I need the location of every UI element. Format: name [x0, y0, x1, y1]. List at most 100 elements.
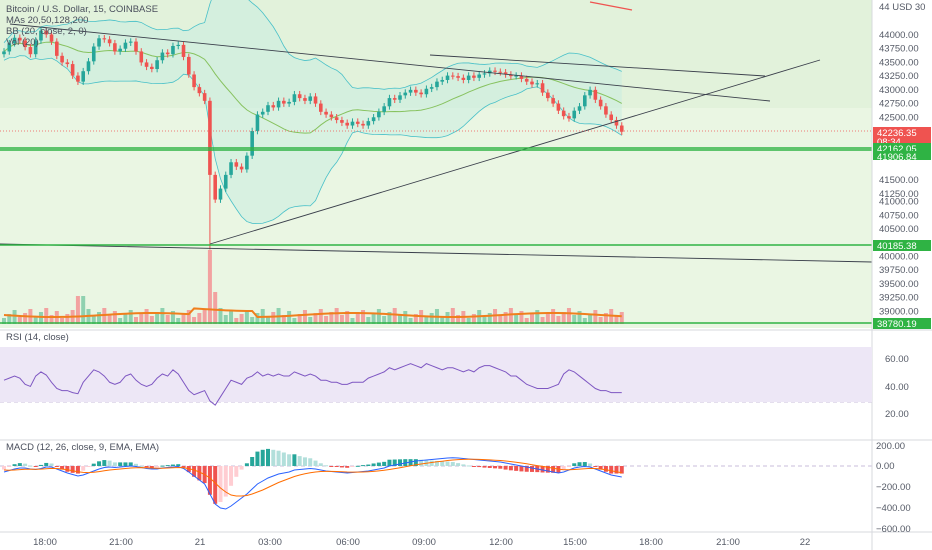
volume-bar	[503, 312, 508, 324]
candle-body	[588, 89, 592, 96]
macd-histogram-bar	[392, 459, 397, 466]
legend-title: Bitcoin / U.S. Dollar, 15, COINBASE	[6, 4, 158, 15]
time-axis[interactable]: 18:00 21:00 21 03:00 06:00 09:00 12:00 15:00 18:…	[33, 537, 810, 548]
candle-body	[561, 110, 566, 117]
candle-body	[165, 52, 170, 55]
candle-body	[39, 30, 43, 41]
candle-body	[414, 89, 418, 93]
candle-body	[150, 66, 154, 70]
candle-body	[139, 51, 144, 63]
candle-body	[435, 81, 439, 88]
macd-histogram-bar	[102, 460, 107, 466]
time-tick-label: 18:00	[639, 537, 663, 548]
candle-body	[234, 162, 239, 167]
macd-histogram-bar	[334, 466, 339, 467]
volume-bar	[292, 318, 297, 324]
macd-histogram-bar	[123, 462, 128, 466]
candle-body	[12, 37, 17, 44]
legend-bb: BB (20, close, 2, 0)	[6, 26, 87, 37]
macd-histogram-bar	[387, 459, 392, 466]
macd-histogram-bar	[107, 460, 112, 466]
candle-body	[245, 155, 249, 170]
volume-bar	[38, 312, 43, 324]
volume-bar	[361, 310, 366, 324]
candle-body	[123, 42, 128, 49]
macd-histogram-bar	[366, 464, 371, 466]
candle-body	[18, 37, 22, 41]
rsi-line	[3, 363, 622, 406]
macd-histogram-bar	[7, 466, 12, 467]
macd-histogram-bar	[588, 463, 593, 466]
volume-bar	[582, 318, 587, 324]
volume-bar	[33, 316, 38, 324]
candle-body	[577, 106, 582, 111]
volume-bar	[176, 318, 181, 324]
macd-histogram-bar	[134, 463, 138, 466]
candle-body	[382, 106, 386, 112]
candle-body	[86, 61, 91, 72]
volume-bar	[376, 309, 381, 324]
trend-lines	[0, 1, 873, 263]
volume-bar	[297, 314, 302, 324]
macd-histogram-bar	[128, 462, 133, 466]
candle-body	[49, 34, 54, 42]
volume-bar	[424, 317, 429, 324]
macd-histogram-bar	[86, 466, 91, 467]
time-tick-label: 22	[800, 537, 811, 548]
candle-body	[271, 105, 276, 108]
candle-body	[493, 70, 497, 72]
level4-tag-text: 38780.19	[877, 319, 917, 330]
candle-body	[461, 77, 466, 80]
volume-bar	[445, 312, 450, 324]
candle-body	[530, 81, 534, 85]
volume-bar	[403, 311, 408, 324]
level3-tag-bg	[873, 240, 931, 251]
macd-histogram-bar	[419, 459, 424, 466]
volume-bar	[102, 308, 107, 324]
volume-bar	[456, 315, 461, 324]
macd-tick-label: −200.00	[876, 482, 911, 493]
candle-body	[524, 78, 529, 82]
candle-body	[202, 93, 207, 101]
volume-bar	[197, 313, 202, 324]
candle-body	[60, 55, 64, 63]
macd-histogram-bar	[54, 466, 59, 467]
candle-body	[445, 75, 450, 80]
macd-histogram-bar	[530, 466, 534, 472]
macd-tick-label: −400.00	[876, 503, 911, 514]
candle-body	[392, 98, 397, 100]
level1-tag-text: 42162.05	[877, 144, 917, 155]
volume-bar	[318, 309, 323, 324]
macd-tick-label: 200.00	[876, 441, 905, 452]
price-axis[interactable]: 44000.00 43750.00 43500.00 43250.00 43000.00…	[876, 2, 925, 535]
price-tick-label: 39250.00	[879, 293, 919, 304]
macd-histogram-bar	[345, 466, 350, 468]
macd-histogram-bar	[165, 465, 170, 467]
bb-lower	[3, 55, 622, 225]
volume-bar	[181, 314, 186, 324]
macd-histogram-bar	[75, 466, 80, 474]
volume-bar	[239, 314, 244, 324]
macd-histogram-bar	[376, 462, 381, 466]
macd-line	[3, 457, 622, 510]
candle-body	[340, 120, 344, 123]
candle-body	[181, 44, 186, 57]
volume-bar	[603, 313, 608, 324]
candle-body	[546, 92, 550, 99]
candle-body	[319, 103, 323, 112]
candle-body	[324, 111, 328, 115]
rsi-tick-label: 60.00	[885, 354, 909, 365]
candle-body	[276, 100, 281, 108]
volume-bar	[313, 313, 318, 324]
macd-histogram-bar	[2, 466, 6, 470]
volume-bar	[165, 315, 170, 324]
candlesticks	[2, 27, 624, 250]
volume-bar	[186, 310, 191, 324]
volume-bar	[466, 318, 471, 324]
candle-body	[197, 87, 202, 94]
volume-bar	[75, 296, 80, 324]
volume-bar	[223, 315, 228, 324]
time-tick-label: 21:00	[109, 537, 133, 548]
volume-bar	[508, 308, 513, 324]
